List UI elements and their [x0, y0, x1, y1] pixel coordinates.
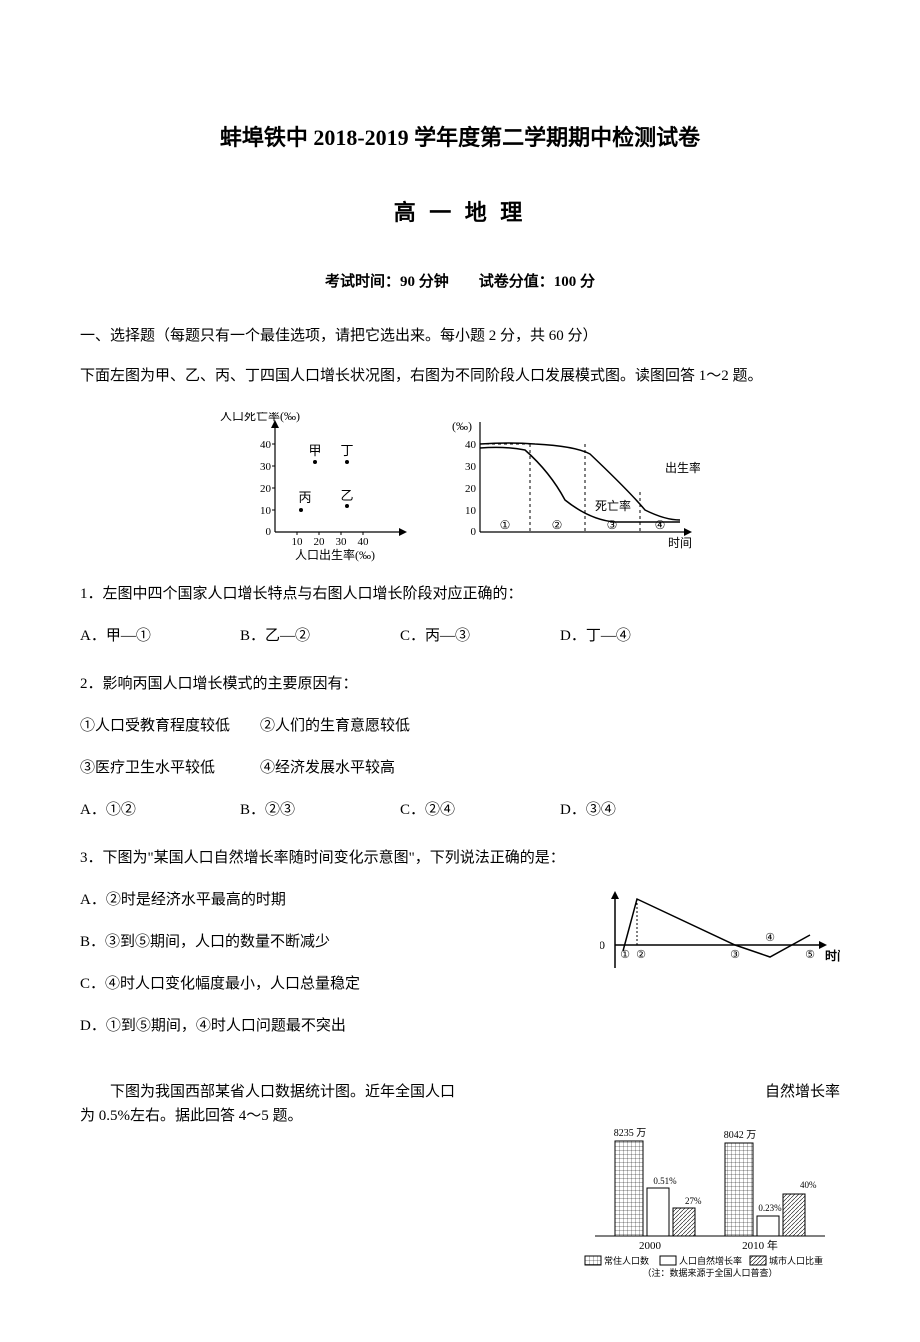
svg-text:0.51%: 0.51% — [653, 1176, 677, 1186]
svg-text:20: 20 — [260, 483, 272, 495]
svg-text:①: ① — [620, 949, 630, 961]
q2-option-a: A．①② — [80, 798, 200, 822]
svg-text:10: 10 — [292, 536, 304, 548]
q4-chart: 8235 万 0.51% 27% 2000 8042 万 0.23% 40% 2… — [580, 1118, 840, 1278]
question-3: 3．下图为"某国人口自然增长率随时间变化示意图"，下列说法正确的是： A．②时是… — [80, 846, 840, 1056]
svg-text:②: ② — [552, 518, 563, 532]
svg-text:出生率: 出生率 — [665, 460, 700, 475]
q3-option-b: B．③到⑤期间，人口的数量不断减少 — [80, 930, 580, 954]
q1-option-c: C．丙—③ — [400, 624, 520, 648]
q4-intro-left: 下图为我国西部某省人口数据统计图。近年全国人口 — [80, 1080, 455, 1104]
svg-text:丙: 丙 — [298, 490, 311, 505]
svg-text:常住人口数: 常住人口数 — [604, 1255, 649, 1266]
svg-text:30: 30 — [336, 536, 348, 548]
svg-text:④: ④ — [655, 518, 666, 532]
svg-text:①: ① — [500, 518, 511, 532]
svg-text:时间: 时间 — [668, 536, 692, 550]
q3-option-a: A．②时是经济水平最高的时期 — [80, 888, 580, 912]
subject-title: 高 一 地 理 — [80, 195, 840, 230]
svg-text:③: ③ — [730, 949, 740, 961]
q2-option-d: D．③④ — [560, 798, 680, 822]
main-title: 蚌埠铁中 2018-2019 学年度第二学期期中检测试卷 — [80, 120, 840, 155]
svg-text:2000: 2000 — [639, 1240, 662, 1252]
q1-option-a: A．甲—① — [80, 624, 200, 648]
svg-text:人口出生率(‰): 人口出生率(‰) — [295, 547, 375, 562]
q1-option-b: B．乙—② — [240, 624, 360, 648]
q3-chart: 0 ① ② ③ ④ ⑤ 时间 — [600, 888, 840, 978]
charts-q1-q2: 40 30 20 10 0 10 20 30 40 甲 丁 丙 乙 人口死亡率(… — [80, 412, 840, 562]
svg-text:8042 万: 8042 万 — [724, 1130, 757, 1141]
question-1: 1．左图中四个国家人口增长特点与右图人口增长阶段对应正确的： A．甲—① B．乙… — [80, 582, 840, 648]
svg-text:40: 40 — [358, 536, 370, 548]
scatter-chart: 40 30 20 10 0 10 20 30 40 甲 丁 丙 乙 人口死亡率(… — [220, 412, 420, 562]
svg-text:40: 40 — [465, 439, 477, 451]
svg-text:0.23%: 0.23% — [758, 1203, 782, 1213]
svg-text:27%: 27% — [685, 1196, 702, 1206]
q3-option-d: D．①到⑤期间，④时人口问题最不突出 — [80, 1014, 580, 1038]
svg-text:10: 10 — [465, 505, 477, 517]
svg-text:40: 40 — [260, 439, 272, 451]
svg-text:0: 0 — [471, 526, 477, 538]
section-1-header: 一、选择题（每题只有一个最佳选项，请把它选出来。每小题 2 分，共 60 分） — [80, 324, 840, 348]
svg-text:30: 30 — [260, 461, 272, 473]
svg-text:10: 10 — [260, 505, 272, 517]
svg-text:20: 20 — [465, 483, 477, 495]
q2-option-b: B．②③ — [240, 798, 360, 822]
svg-text:城市人口比重: 城市人口比重 — [769, 1255, 823, 1266]
svg-text:④: ④ — [765, 932, 775, 944]
question-4-5-intro: 下图为我国西部某省人口数据统计图。近年全国人口 自然增长率 为 0.5%左右。据… — [80, 1080, 840, 1278]
q2-option-c: C．②④ — [400, 798, 520, 822]
q1-text: 1．左图中四个国家人口增长特点与右图人口增长阶段对应正确的： — [80, 582, 840, 606]
svg-text:（注：数据来源于全国人口普查）: （注：数据来源于全国人口普查） — [642, 1267, 777, 1278]
svg-text:40%: 40% — [800, 1180, 817, 1190]
q2-line2: ③医疗卫生水平较低 ④经济发展水平较高 — [80, 756, 840, 780]
svg-text:20: 20 — [314, 536, 326, 548]
svg-text:⑤: ⑤ — [805, 949, 815, 961]
q3-text: 3．下图为"某国人口自然增长率随时间变化示意图"，下列说法正确的是： — [80, 846, 840, 870]
svg-text:0: 0 — [600, 938, 605, 952]
svg-text:2010 年: 2010 年 — [742, 1238, 778, 1252]
svg-text:8235 万: 8235 万 — [614, 1128, 647, 1139]
demographic-transition-chart: 40 30 20 10 0 (‰) 出生率 死亡率 ① ② — [450, 412, 700, 562]
svg-text:(‰): (‰) — [452, 419, 472, 433]
svg-text:甲: 甲 — [308, 443, 321, 458]
svg-text:②: ② — [636, 949, 646, 961]
q1-option-d: D．丁—④ — [560, 624, 680, 648]
exam-info: 考试时间：90 分钟 试卷分值：100 分 — [80, 270, 840, 294]
svg-text:③: ③ — [607, 518, 618, 532]
intro-q1-q2: 下面左图为甲、乙、丙、丁四国人口增长状况图，右图为不同阶段人口发展模式图。读图回… — [80, 364, 840, 388]
svg-text:丁: 丁 — [340, 443, 353, 458]
q3-option-c: C．④时人口变化幅度最小，人口总量稳定 — [80, 972, 580, 996]
q4-intro-right: 自然增长率 — [765, 1080, 840, 1104]
svg-text:人口自然增长率: 人口自然增长率 — [679, 1255, 742, 1266]
svg-text:时间: 时间 — [825, 948, 840, 963]
q2-text: 2．影响丙国人口增长模式的主要原因有： — [80, 672, 840, 696]
svg-text:乙: 乙 — [340, 488, 353, 503]
svg-text:死亡率: 死亡率 — [595, 498, 631, 513]
svg-text:人口死亡率(‰): 人口死亡率(‰) — [220, 412, 300, 423]
q2-line1: ①人口受教育程度较低 ②人们的生育意愿较低 — [80, 714, 840, 738]
svg-text:30: 30 — [465, 461, 477, 473]
svg-text:0: 0 — [266, 526, 272, 538]
question-2: 2．影响丙国人口增长模式的主要原因有： ①人口受教育程度较低 ②人们的生育意愿较… — [80, 672, 840, 822]
